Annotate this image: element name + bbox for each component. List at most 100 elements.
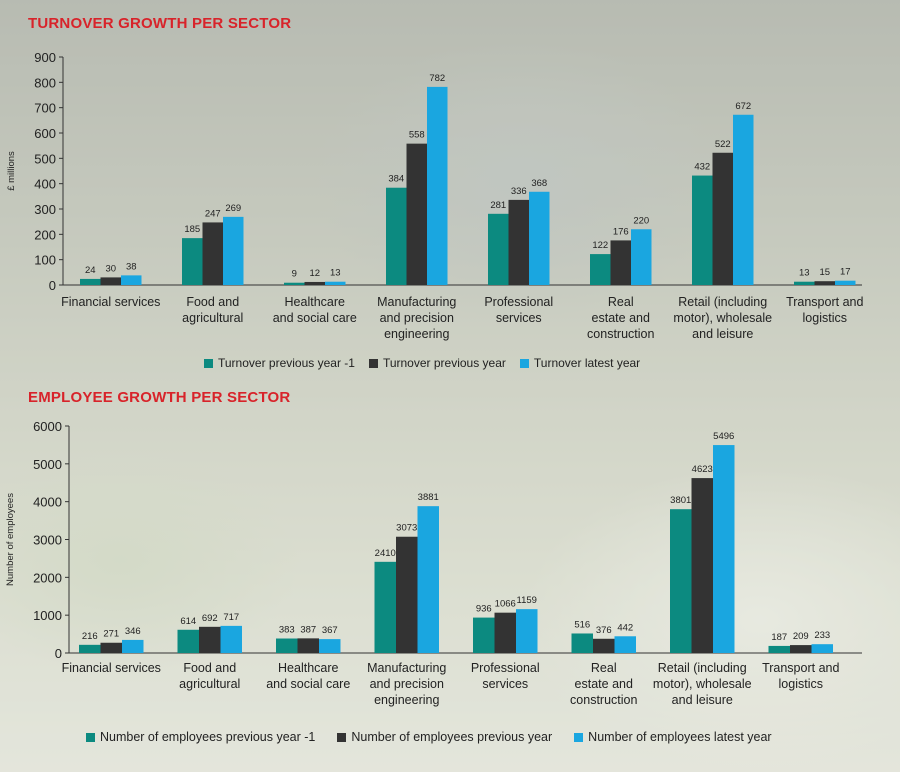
- turnover-value-label-s3-c1: 38: [126, 261, 137, 272]
- turnover-value-label-s2-c3: 12: [309, 268, 320, 279]
- employee-value-label-s1-c2: 614: [180, 616, 196, 627]
- turnover-bar-s2-c6: [610, 240, 631, 285]
- turnover-bar-s3-c8: [835, 280, 856, 285]
- turnover-category-label-8: Transport and logistics: [786, 295, 863, 325]
- turnover-value-label-s2-c7: 522: [715, 139, 731, 150]
- turnover-y-tick-label: 700: [34, 101, 56, 116]
- employee-y-tick-label: 1000: [33, 608, 62, 623]
- turnover-value-label-s1-c2: 185: [184, 224, 200, 235]
- turnover-bar-s2-c8: [814, 281, 835, 285]
- turnover-value-label-s2-c6: 176: [613, 226, 629, 237]
- turnover-y-tick-label: 100: [34, 253, 56, 268]
- turnover-category-label-4: Manufacturing and precision engineering: [377, 295, 456, 341]
- turnover-value-label-s1-c5: 281: [490, 200, 506, 211]
- employee-value-label-s3-c6: 442: [617, 622, 633, 633]
- employee-legend-item-2: Number of employees previous year: [337, 730, 552, 744]
- employee-bar-s1-c5: [473, 617, 495, 653]
- turnover-category-label-2: Food and agricultural: [182, 295, 243, 325]
- employee-y-tick-label: 2000: [33, 570, 62, 585]
- employee-y-tick-label: 3000: [33, 533, 62, 548]
- employee-value-label-s1-c4: 2410: [375, 548, 396, 559]
- employee-category-label-3: Healthcare and social care: [266, 661, 350, 691]
- turnover-bar-s2-c1: [100, 277, 121, 285]
- employee-value-label-s2-c1: 271: [103, 629, 119, 640]
- turnover-bar-s1-c3: [284, 282, 305, 285]
- turnover-y-tick-label: 800: [34, 75, 56, 90]
- turnover-value-label-s1-c6: 122: [592, 240, 608, 251]
- employee-category-label-7: Retail (including motor), wholesale and le…: [653, 661, 752, 707]
- turnover-y-tick-label: 400: [34, 177, 56, 192]
- turnover-bar-s1-c4: [386, 187, 407, 285]
- turnover-bar-s1-c8: [794, 281, 815, 285]
- employee-value-label-s1-c8: 187: [771, 632, 787, 643]
- employee-legend-label-1: Number of employees previous year -1: [100, 730, 316, 744]
- employee-y-tick-label: 4000: [33, 495, 62, 510]
- turnover-value-label-s3-c5: 368: [531, 178, 547, 189]
- employee-legend-item-3: Number of employees latest year: [574, 730, 772, 744]
- turnover-category-label-3: Healthcare and social care: [273, 295, 357, 325]
- turnover-value-label-s3-c2: 269: [225, 203, 241, 214]
- employee-category-label-6: Real estate and construction: [570, 661, 637, 707]
- turnover-value-label-s1-c7: 432: [694, 162, 710, 173]
- turnover-legend-label-2: Turnover previous year: [382, 356, 506, 370]
- turnover-legend-item-1: Turnover previous year -1: [204, 356, 355, 370]
- turnover-bar-s3-c5: [529, 191, 550, 285]
- turnover-value-label-s2-c8: 15: [819, 267, 830, 278]
- turnover-value-label-s2-c2: 247: [205, 208, 221, 219]
- employee-value-label-s2-c8: 209: [793, 631, 809, 642]
- employee-bar-s1-c4: [374, 561, 396, 653]
- employee-y-tick-label: 0: [55, 646, 62, 661]
- employee-bar-s3-c8: [811, 644, 833, 653]
- employee-bar-s2-c5: [494, 612, 516, 653]
- turnover-legend-item-2: Turnover previous year: [368, 356, 506, 370]
- employee-bar-s3-c2: [220, 625, 242, 653]
- turnover-value-label-s1-c3: 9: [292, 269, 297, 280]
- employee-chart: 0 1000 2000 3000 4000 5000 6000 Number of emplo…: [5, 419, 862, 707]
- employee-bar-s1-c6: [571, 633, 593, 653]
- turnover-bar-s2-c2: [202, 222, 223, 285]
- employee-bar-s2-c1: [100, 642, 122, 653]
- employee-value-label-s3-c1: 346: [125, 626, 141, 637]
- turnover-bar-s2-c7: [712, 152, 733, 285]
- turnover-y-tick-label: 0: [49, 278, 56, 293]
- employee-value-label-s1-c1: 216: [82, 631, 98, 642]
- employee-value-label-s3-c5: 1159: [517, 595, 537, 606]
- employee-legend-item-1: Number of employees previous year -1: [86, 730, 315, 744]
- employee-category-label-4: Manufacturing and precision engineering: [367, 661, 446, 707]
- turnover-bar-s3-c6: [631, 229, 652, 285]
- employee-value-label-s1-c6: 516: [574, 619, 590, 630]
- employee-y-tick-label: 6000: [33, 419, 62, 434]
- employee-category-label-1: Financial services: [62, 661, 161, 675]
- employee-value-label-s1-c3: 383: [279, 625, 295, 636]
- turnover-category-label-6: Real estate and construction: [587, 295, 654, 341]
- employee-bar-s3-c3: [319, 639, 341, 653]
- turnover-value-label-s2-c1: 30: [105, 263, 116, 274]
- turnover-legend-swatch-2: [368, 358, 378, 368]
- employee-value-label-s2-c6: 376: [596, 625, 612, 636]
- employee-value-label-s2-c4: 3073: [396, 523, 417, 534]
- employee-bar-s3-c6: [614, 636, 636, 653]
- turnover-y-tick-label: 200: [34, 227, 56, 242]
- turnover-chart-title: TURNOVER GROWTH PER SECTOR: [28, 15, 292, 32]
- employee-value-label-s2-c3: 387: [300, 624, 316, 635]
- turnover-legend-label-3: Turnover latest year: [533, 356, 641, 370]
- employee-bar-s1-c3: [276, 638, 298, 653]
- employee-bar-s1-c7: [670, 509, 692, 653]
- employee-bar-s2-c4: [396, 536, 418, 653]
- employee-bar-s3-c5: [516, 609, 538, 653]
- turnover-legend: Turnover previous year -1 Turnover previ…: [204, 356, 654, 370]
- turnover-bar-s3-c4: [427, 86, 448, 285]
- turnover-legend-item-3: Turnover latest year: [519, 356, 641, 370]
- employee-bar-s2-c6: [593, 638, 615, 653]
- employee-y-axis-title: Number of employees: [5, 493, 16, 586]
- employee-value-label-s3-c2: 717: [223, 612, 239, 623]
- turnover-bar-s1-c2: [182, 238, 203, 285]
- turnover-y-tick-label: 600: [34, 126, 56, 141]
- employee-chart-title: EMPLOYEE GROWTH PER SECTOR: [28, 389, 291, 406]
- employee-legend-swatch-3: [574, 732, 584, 742]
- turnover-bar-s3-c7: [733, 114, 754, 285]
- turnover-bar-s2-c3: [304, 281, 325, 285]
- employee-category-label-5: Professional services: [471, 661, 540, 691]
- turnover-bar-s3-c1: [121, 275, 142, 285]
- turnover-chart: 0 100 200 300 400 500 600 700 800 900 £ millions 24…: [6, 50, 863, 341]
